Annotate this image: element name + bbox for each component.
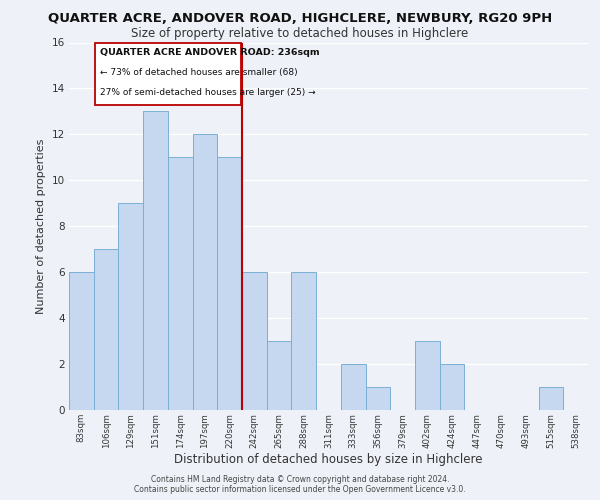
Bar	[341, 364, 365, 410]
Bar	[539, 387, 563, 410]
Text: Size of property relative to detached houses in Highclere: Size of property relative to detached ho…	[131, 28, 469, 40]
Bar	[217, 158, 242, 410]
Bar	[292, 272, 316, 410]
Bar	[94, 249, 118, 410]
Y-axis label: Number of detached properties: Number of detached properties	[36, 138, 46, 314]
Text: ← 73% of detached houses are smaller (68): ← 73% of detached houses are smaller (68…	[100, 68, 298, 77]
Bar	[168, 158, 193, 410]
Bar	[415, 341, 440, 410]
Text: 27% of semi-detached houses are larger (25) →: 27% of semi-detached houses are larger (…	[100, 88, 316, 98]
Bar	[193, 134, 217, 410]
Bar	[118, 204, 143, 410]
FancyBboxPatch shape	[95, 42, 241, 104]
Bar	[69, 272, 94, 410]
Bar	[267, 341, 292, 410]
Text: QUARTER ACRE, ANDOVER ROAD, HIGHCLERE, NEWBURY, RG20 9PH: QUARTER ACRE, ANDOVER ROAD, HIGHCLERE, N…	[48, 12, 552, 26]
Text: Contains HM Land Registry data © Crown copyright and database right 2024.: Contains HM Land Registry data © Crown c…	[151, 475, 449, 484]
Bar	[440, 364, 464, 410]
Text: Contains public sector information licensed under the Open Government Licence v3: Contains public sector information licen…	[134, 485, 466, 494]
X-axis label: Distribution of detached houses by size in Highclere: Distribution of detached houses by size …	[174, 453, 483, 466]
Bar	[242, 272, 267, 410]
Bar	[143, 112, 168, 410]
Text: QUARTER ACRE ANDOVER ROAD: 236sqm: QUARTER ACRE ANDOVER ROAD: 236sqm	[100, 48, 320, 57]
Bar	[365, 387, 390, 410]
